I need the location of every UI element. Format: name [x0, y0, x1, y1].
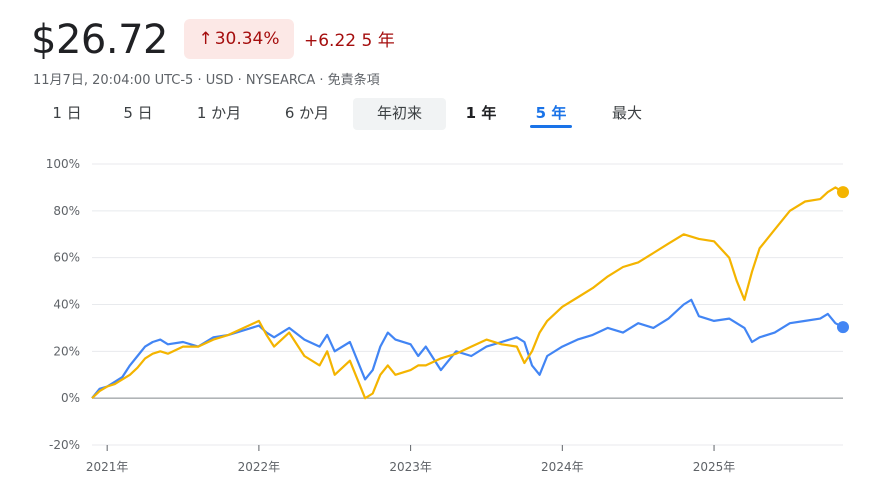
y-tick-label: 20%	[53, 344, 80, 358]
y-tick-label: 0%	[61, 391, 80, 405]
series-end-marker-0	[837, 321, 849, 333]
series-end-marker-1	[837, 186, 849, 198]
series-line-1	[92, 187, 843, 398]
y-tick-label: 100%	[46, 157, 80, 171]
x-tick-label: 2021年	[86, 460, 129, 474]
x-tick-label: 2022年	[238, 460, 281, 474]
y-tick-label: 60%	[53, 251, 80, 265]
x-tick-label: 2023年	[389, 460, 432, 474]
y-tick-label: 80%	[53, 204, 80, 218]
x-tick-label: 2024年	[541, 460, 584, 474]
y-tick-label: 40%	[53, 298, 80, 312]
y-tick-label: -20%	[49, 438, 80, 452]
x-tick-label: 2025年	[693, 460, 736, 474]
